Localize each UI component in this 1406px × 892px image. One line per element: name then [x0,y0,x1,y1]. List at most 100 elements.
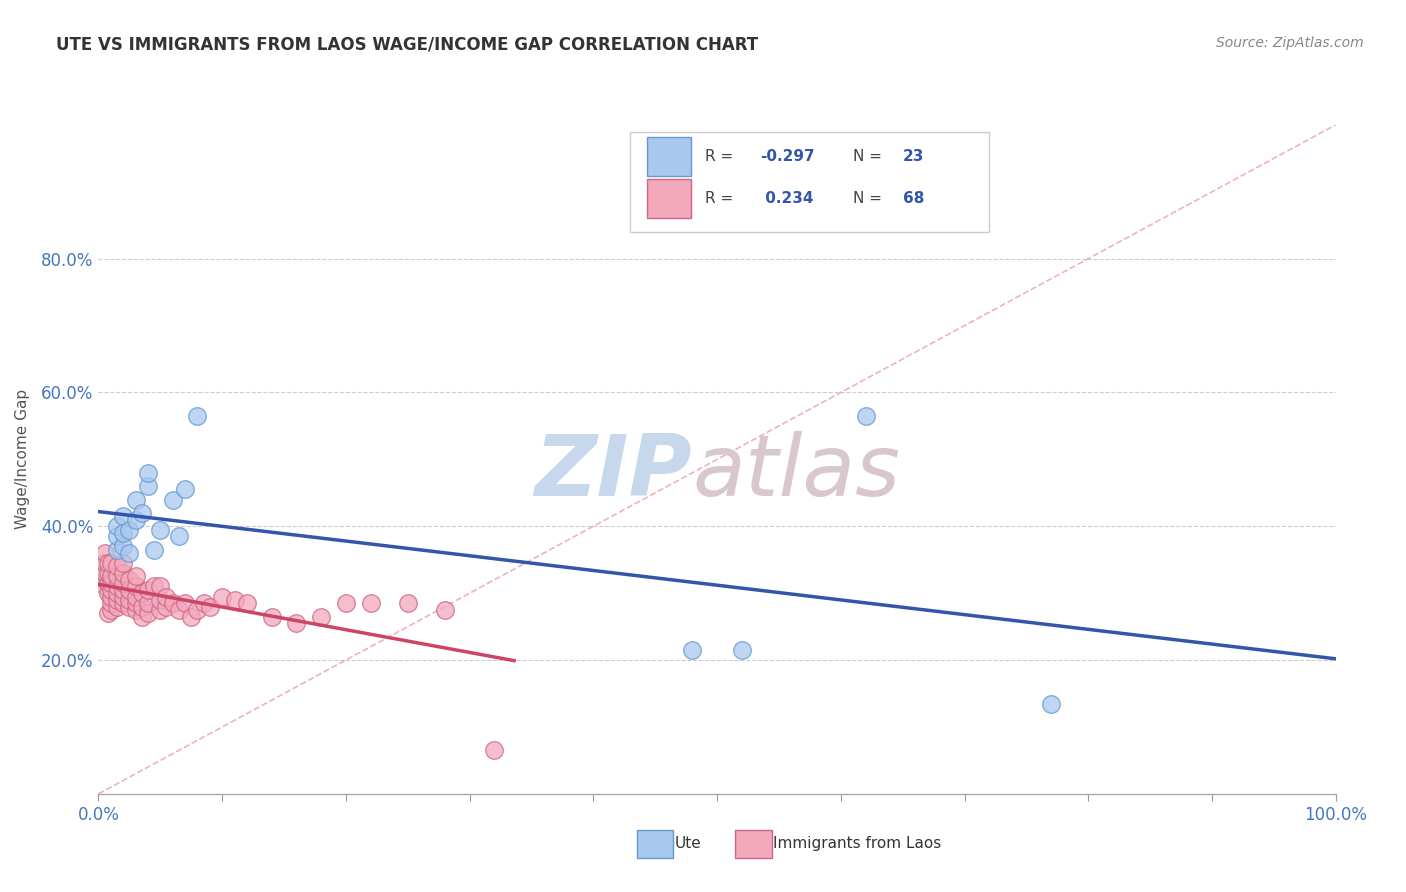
Point [112,556,135,570]
Point [97,556,120,570]
Point [855,409,877,423]
Point [131,609,153,624]
FancyBboxPatch shape [630,132,990,232]
Point [112,539,135,553]
Y-axis label: Wage/Income Gap: Wage/Income Gap [15,389,30,530]
Point [211,590,233,604]
Text: UTE VS IMMIGRANTS FROM LAOS WAGE/INCOME GAP CORRELATION CHART: UTE VS IMMIGRANTS FROM LAOS WAGE/INCOME … [56,36,758,54]
Point [149,580,172,594]
Point [260,609,283,624]
Point [118,599,141,614]
Point [174,596,197,610]
Point [124,492,146,507]
Point [118,573,141,587]
Point [93,566,115,581]
Point [731,643,754,657]
Point [433,603,456,617]
FancyBboxPatch shape [647,178,692,219]
Point [155,599,177,614]
Point [100,556,122,570]
Point [167,529,190,543]
Text: 23: 23 [903,149,924,164]
Point [149,603,172,617]
Point [124,603,146,617]
Point [105,569,128,583]
Point [180,609,202,624]
Point [236,596,259,610]
Point [112,525,135,540]
Point [143,580,166,594]
Point [193,596,215,610]
Point [105,559,128,574]
Point [93,546,115,560]
Text: 68: 68 [903,191,924,206]
Point [93,580,115,594]
Point [124,596,146,610]
Text: Immigrants from Laos: Immigrants from Laos [773,837,942,851]
Point [143,542,166,557]
Point [97,576,120,591]
Point [112,596,135,610]
Text: 0.234: 0.234 [761,191,814,206]
Point [396,596,419,610]
Point [118,523,141,537]
Point [124,580,146,594]
Point [162,492,184,507]
Point [174,483,197,497]
Point [335,596,357,610]
Text: ZIP: ZIP [534,431,692,515]
Text: R =: R = [704,191,738,206]
Point [136,596,159,610]
Point [285,616,308,631]
Point [186,603,208,617]
Point [309,609,332,624]
Text: N =: N = [853,149,887,164]
Point [124,590,146,604]
Point [167,603,190,617]
Point [124,569,146,583]
Point [100,582,122,597]
Point [112,576,135,591]
Point [198,599,221,614]
Point [100,596,122,610]
Point [149,523,172,537]
Point [112,566,135,581]
Point [100,603,122,617]
Point [118,546,141,560]
Point [93,556,115,570]
Point [105,599,128,614]
Point [100,569,122,583]
Point [360,596,382,610]
Text: atlas: atlas [692,431,900,515]
Point [105,586,128,600]
Point [118,582,141,597]
Point [131,599,153,614]
Point [136,466,159,480]
Point [105,529,128,543]
Point [162,596,184,610]
Point [97,607,120,621]
Point [186,409,208,423]
Point [136,582,159,597]
Point [118,592,141,607]
Point [97,566,120,581]
Text: -0.297: -0.297 [761,149,815,164]
Text: Ute: Ute [675,837,702,851]
Point [105,592,128,607]
Point [93,573,115,587]
Point [112,582,135,597]
Text: N =: N = [853,191,887,206]
Point [131,506,153,520]
Point [124,512,146,526]
Point [100,590,122,604]
Point [224,592,246,607]
Point [105,580,128,594]
Point [105,542,128,557]
Point [131,586,153,600]
Point [484,743,506,757]
Text: Source: ZipAtlas.com: Source: ZipAtlas.com [1216,36,1364,50]
Text: R =: R = [704,149,738,164]
Point [105,519,128,533]
Point [149,592,172,607]
Point [97,586,120,600]
